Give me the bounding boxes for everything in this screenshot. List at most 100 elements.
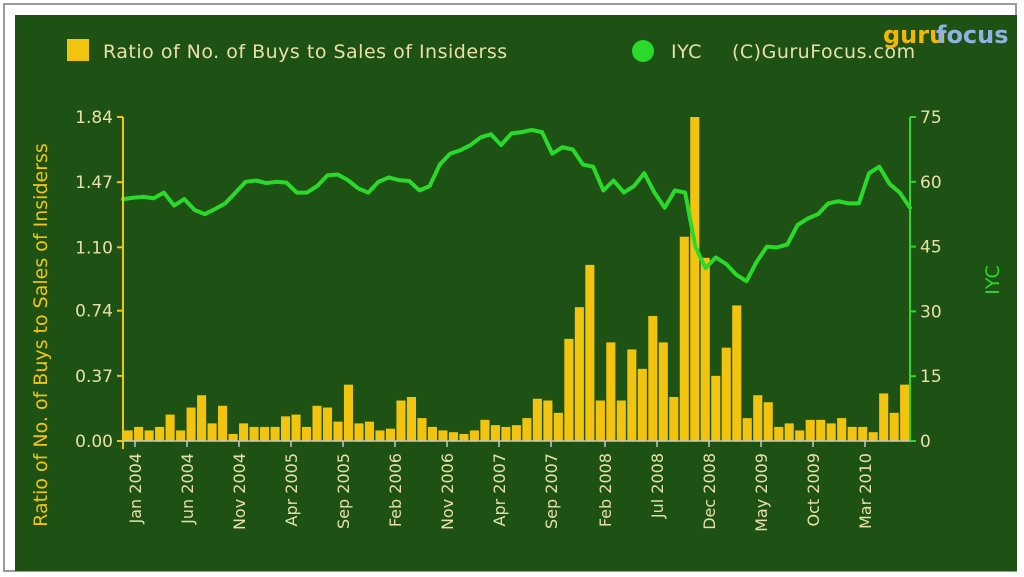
bar [648,315,658,441]
bar [795,430,805,441]
bar [176,430,186,441]
bar [490,425,500,441]
bar [616,400,626,441]
bar [375,430,385,441]
y-left-tick-label: 0.74 [75,302,113,322]
bar [144,430,154,441]
x-tick-label: Jan 2004 [126,453,145,524]
bar [459,433,469,441]
bar [721,347,731,441]
bar [606,342,616,441]
x-tick-label: Sep 2007 [542,453,561,529]
bar [816,419,826,441]
bar [165,414,175,441]
x-tick-label: Oct 2009 [804,453,823,526]
bar [281,416,291,441]
bar [511,425,521,441]
bar [469,430,479,441]
bar [417,418,427,441]
bar [249,426,259,441]
bar [837,418,847,441]
bar [239,423,249,441]
bar [532,398,542,441]
bar [700,257,710,441]
y-left-tick-label: 1.10 [75,238,113,258]
x-tick-label: Dec 2008 [700,453,719,530]
insider-ratio-chart: Ratio of No. of Buys to Sales of Insider… [30,21,1009,532]
bar [155,426,165,441]
bar [543,400,553,441]
bar [826,423,836,441]
bar [186,407,196,441]
bar [574,307,584,441]
legend-line-label: IYC [671,41,702,63]
bar [396,400,406,441]
bar [197,395,207,441]
iyc-line-series [121,127,912,284]
y-right-tick-label: 60 [920,173,942,193]
bar [553,412,563,441]
bar [427,426,437,441]
bar [343,384,354,441]
x-tick-label: Apr 2007 [490,453,509,526]
bar [123,430,133,441]
x-tick-label: Nov 2006 [438,453,457,530]
x-tick-label: Nov 2004 [230,453,249,530]
y-right-axis-title: IYC [982,265,1004,294]
y-left-tick-label: 0.37 [75,367,113,387]
bar [354,423,364,441]
y-right-tick-label: 30 [920,302,942,322]
y-left-axis-title: Ratio of No. of Buys to Sales of Insider… [30,143,52,527]
x-tick-label: Sep 2005 [334,453,353,529]
bar [501,426,511,441]
bar [753,395,763,441]
x-tick-label: May 2009 [752,453,771,532]
bar [805,419,815,441]
bar [669,396,679,441]
bar [658,342,668,441]
bar [900,384,910,441]
x-tick-label: Feb 2008 [596,453,615,527]
bar [134,426,144,441]
bar [448,432,458,441]
legend-copyright: (C)GuruFocus.com [732,41,916,63]
bar [595,400,605,441]
y-right-tick-label: 75 [920,108,942,128]
chart-frame: Ratio of No. of Buys to Sales of Insider… [3,3,1017,572]
bar [889,412,899,441]
bar [406,396,417,441]
bar [784,423,794,441]
y-right-tick-label: 45 [920,238,942,258]
y-left-tick-label: 1.47 [75,173,113,193]
y-right-tick-label: 15 [920,367,942,387]
bar [847,426,857,441]
gurufocus-logo-focus: focus [936,21,1009,49]
bar [291,414,301,441]
bar [270,426,280,441]
bar [522,418,532,441]
bar [763,402,773,441]
bar-series [123,117,910,441]
bar [438,430,448,441]
bar [385,428,396,441]
bar [564,338,574,441]
bar [364,421,375,441]
bar [322,407,333,441]
axes [117,116,916,449]
bar [627,349,637,441]
bar [679,236,689,441]
bar [711,375,721,441]
bar [207,423,217,441]
x-tick-label: Jul 2008 [648,453,667,519]
bar [228,433,238,441]
legend-bar-swatch [67,39,89,61]
chart-panel: Ratio of No. of Buys to Sales of Insider… [15,15,1017,571]
bar [868,432,878,441]
legend-bar-label: Ratio of No. of Buys to Sales of Insider… [103,41,508,63]
y-left-tick-label: 1.84 [75,108,113,128]
x-tick-label: Jun 2004 [178,453,197,525]
legend-line-swatch [632,40,654,62]
bar [732,305,742,441]
iyc-line [121,127,912,284]
bar [879,393,889,441]
